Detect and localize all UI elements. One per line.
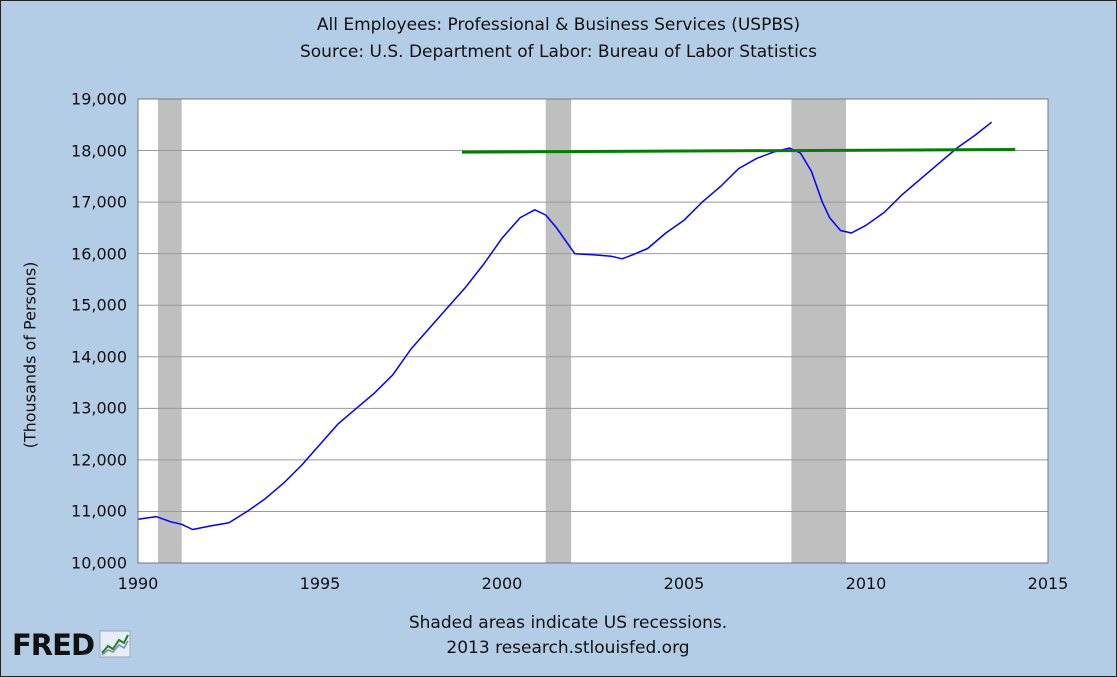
y-tick-label: 12,000 — [71, 450, 127, 470]
source-credit: 2013 research.stlouisfed.org — [446, 638, 690, 658]
y-tick-label: 10,000 — [71, 553, 127, 573]
x-tick-label: 2010 — [845, 574, 887, 593]
x-tick-label: 2000 — [481, 574, 523, 593]
y-tick-label: 17,000 — [71, 192, 127, 212]
y-tick-label: 15,000 — [71, 295, 127, 315]
y-tick-label: 13,000 — [71, 398, 127, 418]
x-tick-label: 1995 — [299, 574, 341, 593]
y-tick-label: 19,000 — [71, 89, 127, 109]
recession-band-3 — [791, 99, 846, 563]
plot-background — [138, 99, 1048, 563]
x-tick-label: 2015 — [1027, 574, 1069, 593]
series-line-employees — [137, 121, 993, 531]
series-line-reference — [461, 148, 1016, 154]
y-tick-label: 14,000 — [71, 347, 127, 367]
y-tick-label: 11,000 — [71, 501, 127, 521]
fred-logo: FRED — [12, 628, 131, 662]
fred-chart-icon — [99, 630, 131, 658]
plot-border — [137, 98, 1049, 564]
x-tick-label: 2005 — [663, 574, 705, 593]
y-tick-label: 16,000 — [71, 244, 127, 264]
fred-logo-text: FRED — [12, 628, 95, 662]
recession-note: Shaded areas indicate US recessions. — [408, 613, 728, 633]
x-tick-label: 1990 — [117, 574, 159, 593]
recession-band-2 — [545, 99, 572, 563]
chart-subtitle: Source: U.S. Department of Labor: Bureau… — [299, 42, 817, 62]
recession-band-1 — [158, 99, 182, 563]
y-tick-label: 18,000 — [71, 141, 127, 161]
chart-title: All Employees: Professional & Business S… — [316, 15, 801, 35]
